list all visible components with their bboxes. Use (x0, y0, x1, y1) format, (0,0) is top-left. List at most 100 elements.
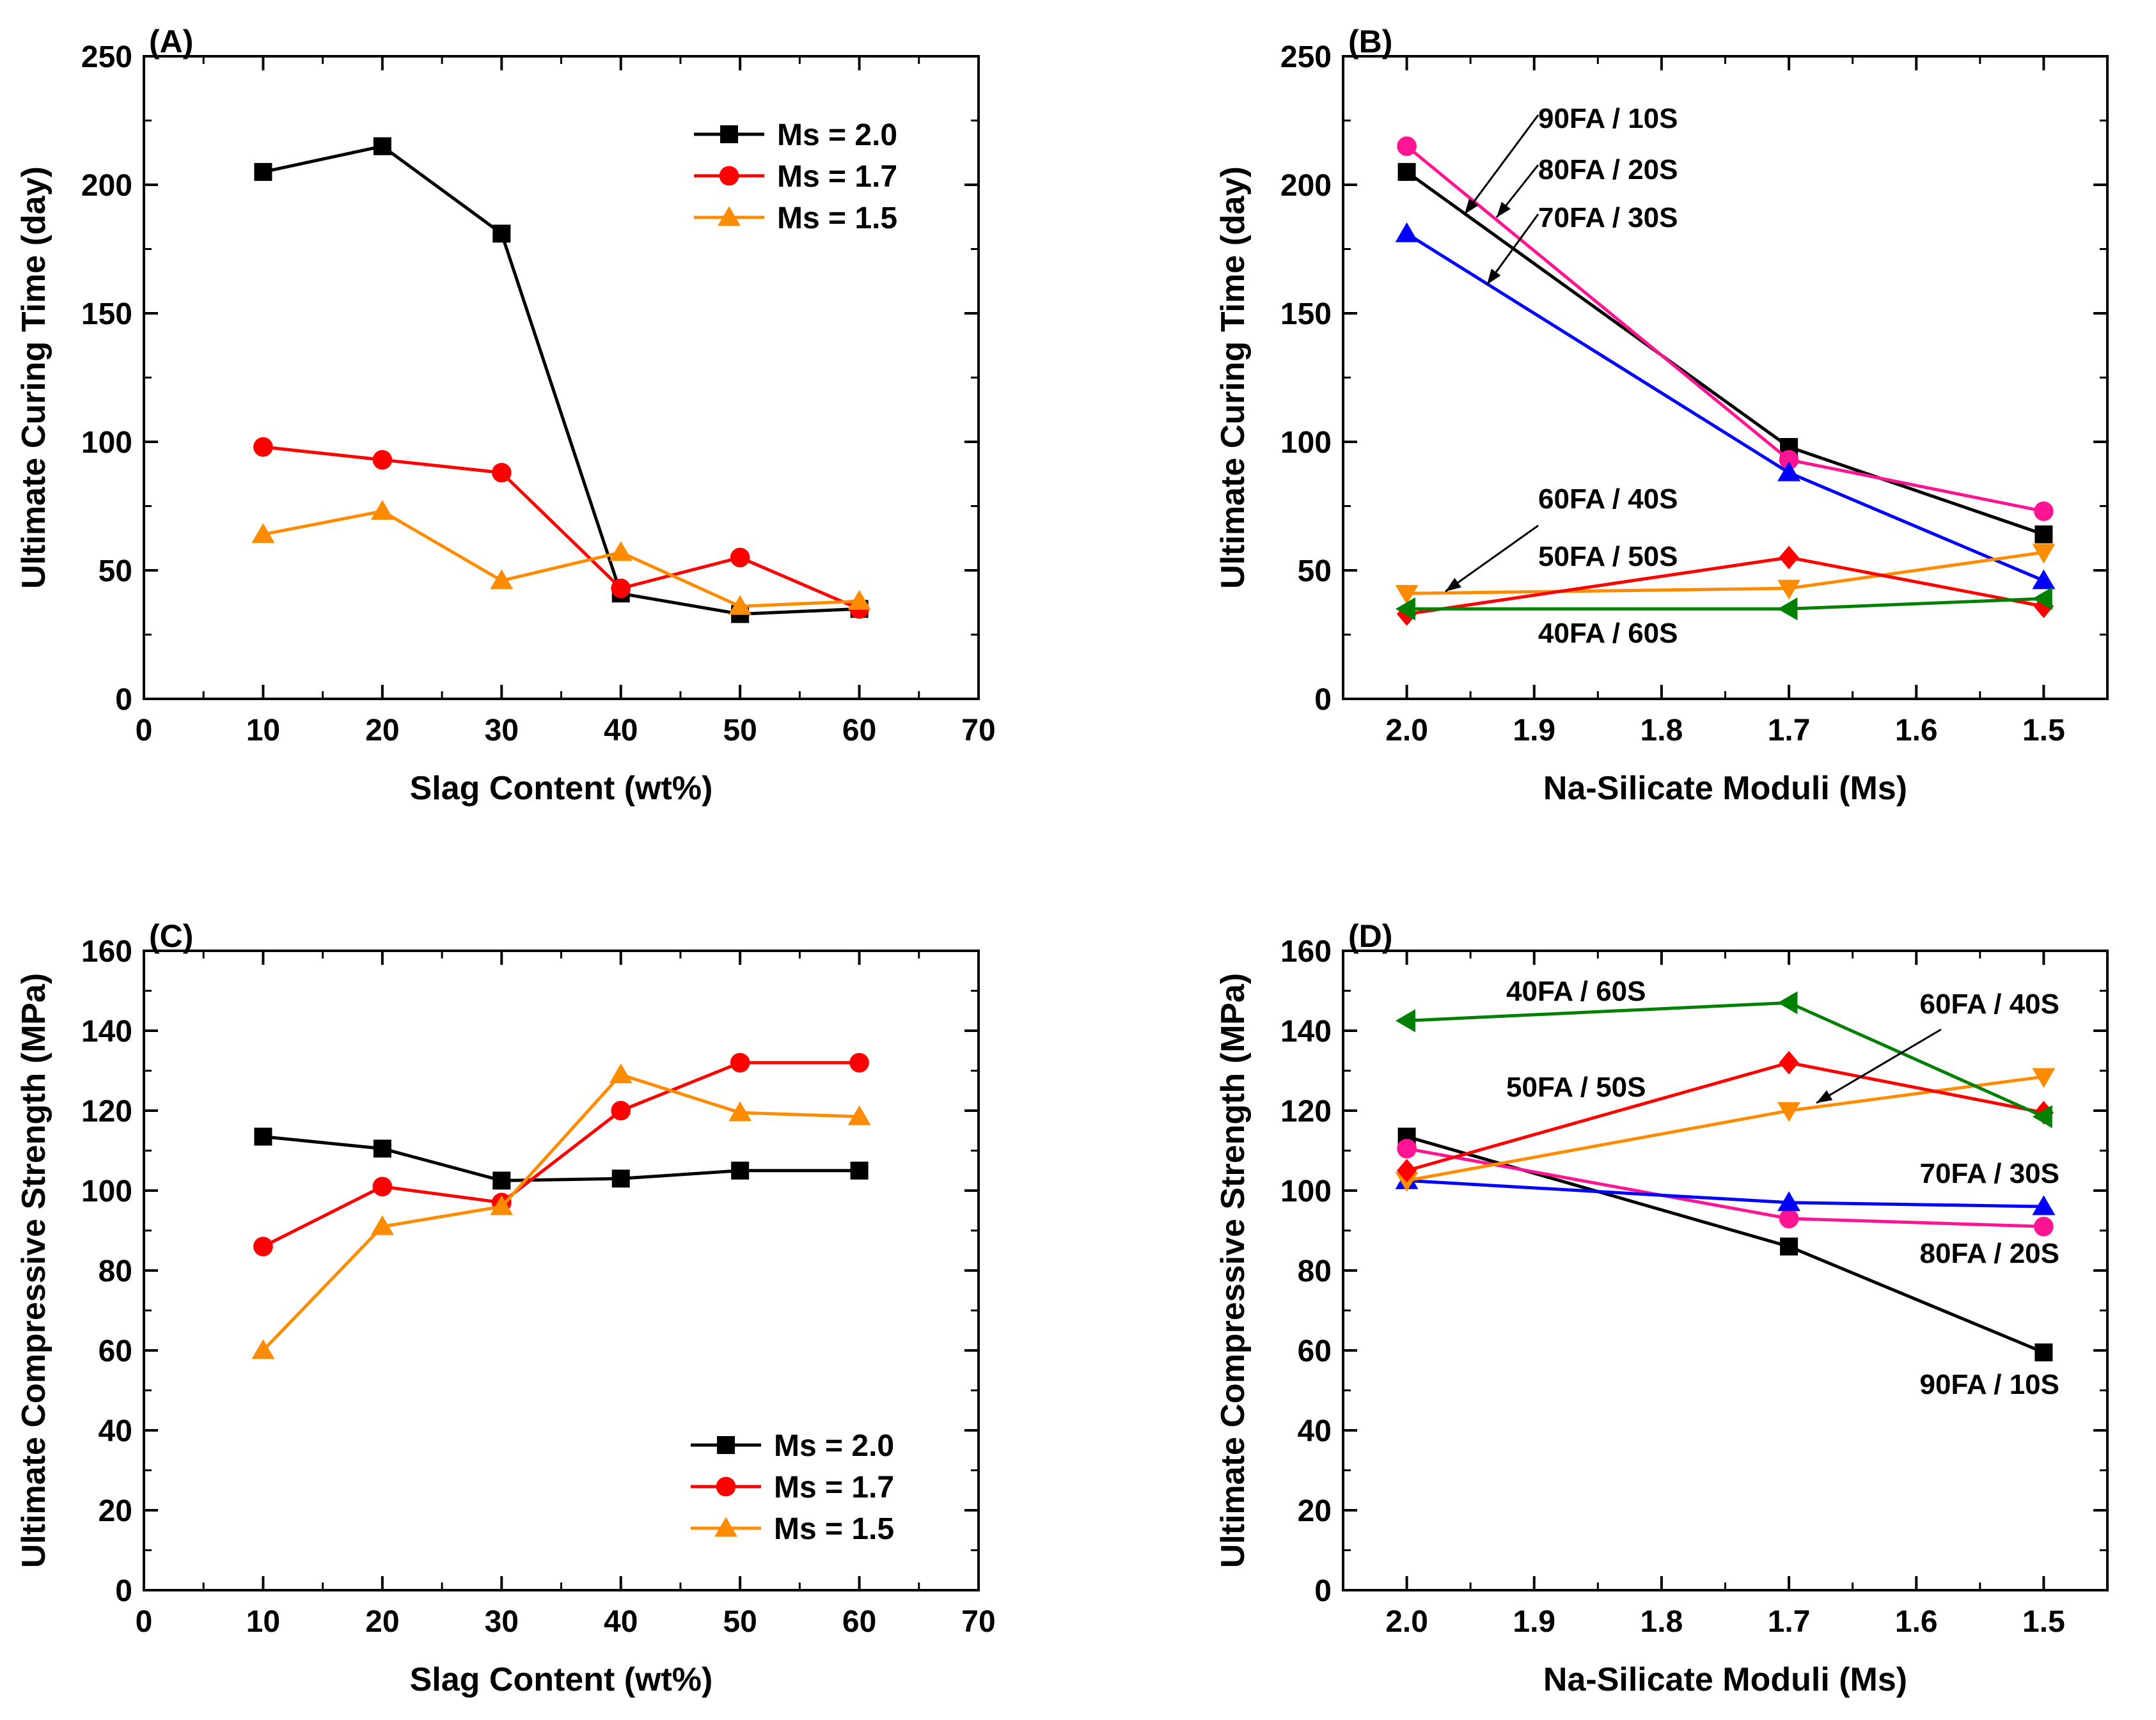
y-tick-label: 0 (115, 683, 132, 717)
data-point (370, 499, 394, 520)
data-point (372, 1177, 393, 1197)
x-tick-label: 30 (485, 714, 519, 747)
data-point (1780, 1237, 1798, 1256)
y-tick-label: 40 (1298, 1414, 1332, 1448)
y-axis-title: Ultimate Curing Time (day) (15, 166, 52, 589)
panel-d: 2.0 1.9 1.8 1.7 1.6 1.5 0 20 40 60 80 100 120 140 160 N… (1215, 918, 2109, 1698)
y-tick-label: 100 (81, 1175, 132, 1208)
series-ms-2-0 (254, 137, 869, 623)
y-tick-label: 120 (1280, 1095, 1332, 1129)
data-point (254, 1127, 272, 1146)
data-point (373, 1139, 391, 1158)
legend-marker (720, 125, 738, 143)
series-line (263, 445, 860, 611)
data-point (730, 1052, 750, 1073)
legend-label: Ms = 2.0 (774, 1429, 894, 1463)
data-point (1777, 1102, 1801, 1122)
x-tick-label: 10 (246, 714, 280, 747)
legend-marker (716, 1476, 736, 1497)
panel-a: 0 10 20 30 40 50 60 70 0 50 100 150 200 250 Slag Conte… (15, 24, 996, 807)
data-point (728, 1101, 752, 1122)
y-tick-label: 160 (1280, 935, 1332, 969)
x-tick-label: 1.7 (1768, 1605, 1811, 1639)
annotation-label: 90FA / 10S (1920, 1369, 2060, 1400)
annotation-arrow (1816, 1028, 1942, 1104)
data-point (253, 1237, 273, 1256)
data-point (611, 578, 631, 598)
x-tick-label: 40 (604, 1605, 638, 1639)
y-tick-label: 0 (1314, 1574, 1332, 1608)
series-ms-1-5 (251, 499, 871, 615)
x-tick-label: 2.0 (1385, 1605, 1428, 1639)
x-axis-title: Na-Silicate Moduli (Ms) (1543, 1661, 1907, 1698)
annotation-label: 40FA / 60S (1506, 976, 1646, 1007)
x-tick-label: 1.5 (2022, 714, 2065, 747)
legend: Ms = 2.0 Ms = 1.7 Ms = 1.5 (694, 118, 897, 235)
panel-label: (B) (1348, 24, 1392, 59)
data-point (1779, 545, 1799, 570)
y-tick-label: 50 (1298, 554, 1332, 588)
series-line (262, 509, 860, 608)
x-axis-title: Slag Content (wt%) (410, 1661, 713, 1698)
series-line (263, 1135, 860, 1182)
annotations: 40FA / 60S 60FA / 40S 50FA / 50S 70FA / 30S… (1506, 976, 2059, 1400)
data-point (1397, 1139, 1417, 1159)
x-tick-label: 2.0 (1385, 714, 1428, 747)
series-ms-1-7 (253, 437, 869, 619)
y-tick-label: 0 (1314, 683, 1332, 717)
y-tick-label: 60 (98, 1334, 132, 1368)
data-point (370, 1215, 394, 1235)
annotation-label: 90FA / 10S (1538, 103, 1678, 134)
data-point (1395, 584, 1419, 605)
series-80fa-20s (1397, 136, 2054, 521)
series-70fa-30s (1395, 222, 2056, 590)
data-point (847, 590, 871, 610)
data-point (1777, 991, 1798, 1015)
data-point (491, 462, 512, 483)
data-point (1777, 579, 1801, 600)
x-tick-label: 1.8 (1641, 714, 1683, 747)
legend: Ms = 2.0 Ms = 1.7 Ms = 1.5 (691, 1429, 894, 1546)
series-line (1406, 1061, 2044, 1173)
panel-b: 2.0 1.9 1.8 1.7 1.6 1.5 0 50 100 150 200 250 Na-Sili… (1215, 24, 2109, 807)
y-tick-label: 20 (98, 1494, 132, 1528)
series-40fa-60s (1395, 587, 2052, 621)
arrow-head (1445, 577, 1461, 591)
data-point (609, 1063, 633, 1084)
y-tick-label: 100 (1280, 1175, 1332, 1208)
annotation-label: 40FA / 60S (1538, 618, 1678, 649)
data-point (611, 1169, 630, 1188)
data-point (611, 1100, 631, 1121)
legend-label: Ms = 1.5 (777, 201, 897, 235)
data-point (492, 1171, 511, 1190)
y-tick-label: 100 (1280, 426, 1332, 460)
x-tick-label: 40 (604, 714, 638, 747)
data-point (2032, 1068, 2056, 1088)
panel-label: (D) (1348, 918, 1392, 954)
series-line (262, 1072, 860, 1352)
y-tick-label: 40 (98, 1414, 132, 1448)
data-point (1395, 1009, 1415, 1033)
x-tick-label: 1.8 (1641, 1605, 1683, 1639)
x-tick-label: 1.6 (1895, 714, 1938, 747)
data-point (1777, 461, 1801, 481)
panel-c: 0 10 20 30 40 50 60 70 0 20 40 60 80 100 120 140 160 Slag… (15, 918, 996, 1698)
y-tick-label: 20 (1298, 1494, 1332, 1528)
arrow-head (1487, 269, 1501, 285)
data-point (1395, 222, 1419, 242)
x-tick-label: 70 (961, 714, 995, 747)
x-tick-label: 1.9 (1513, 1605, 1555, 1639)
annotation-label: 80FA / 20S (1538, 154, 1678, 185)
series-ms-1-7 (253, 1052, 869, 1256)
y-axis-title: Ultimate Curing Time (day) (1215, 166, 1252, 589)
data-point (2032, 1105, 2052, 1129)
y-tick-label: 200 (1280, 169, 1332, 203)
y-tick-label: 80 (98, 1255, 132, 1288)
data-point (850, 1161, 869, 1180)
y-tick-label: 160 (81, 935, 132, 969)
x-tick-label: 60 (842, 1605, 876, 1639)
legend-label: Ms = 1.7 (774, 1471, 894, 1505)
data-point (251, 523, 275, 543)
annotation-label: 60FA / 40S (1920, 989, 2060, 1020)
